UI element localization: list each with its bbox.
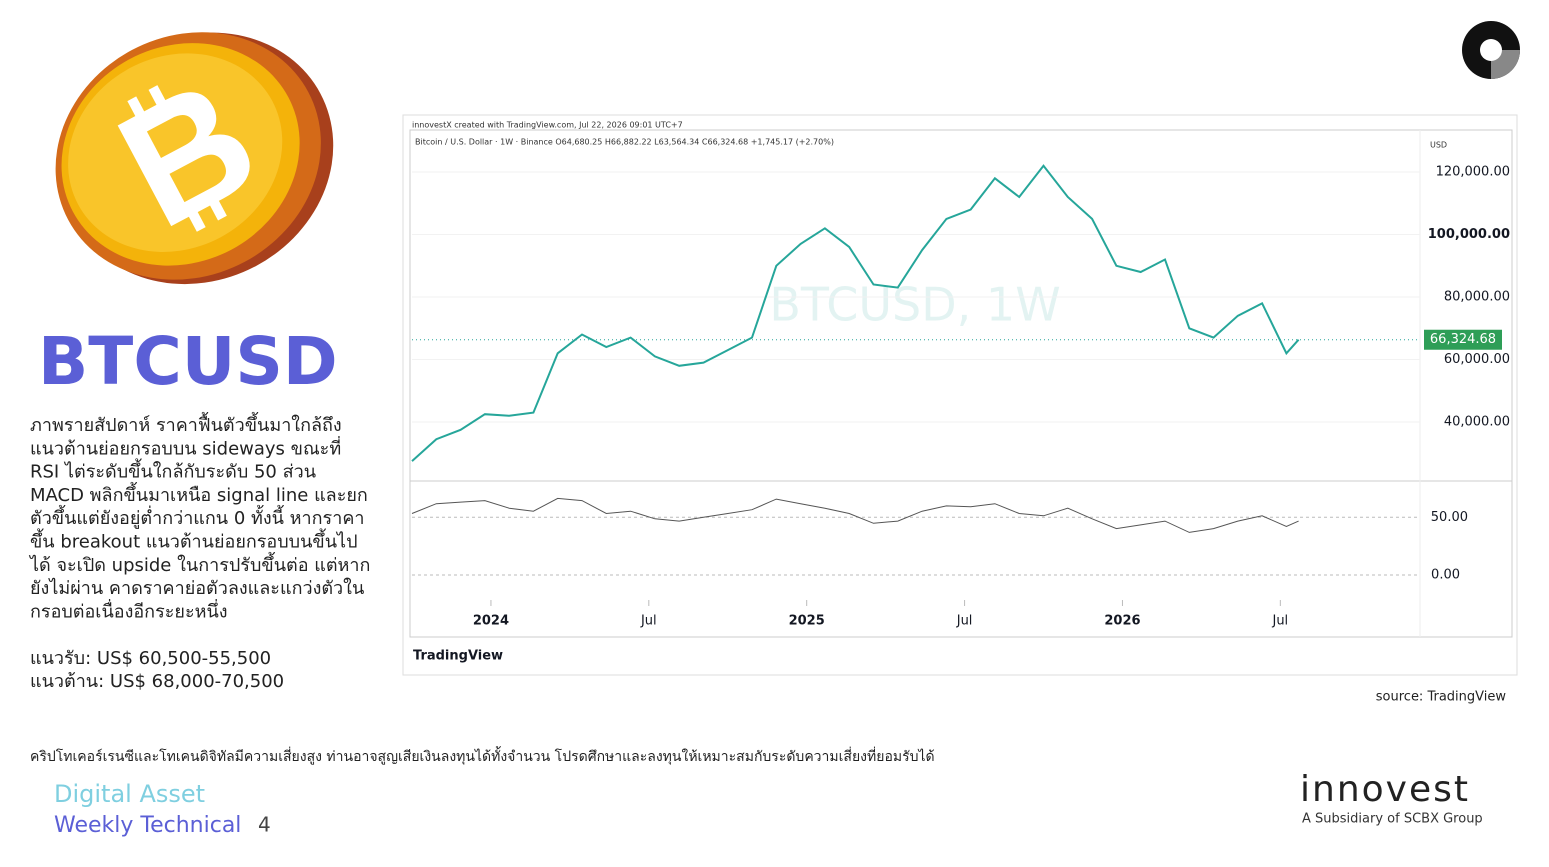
paragraph-line: ขึ้น breakout แนวต้านย่อยกรอบบนขึ้นไป (30, 529, 358, 553)
resistance: แนวต้าน: US$ 68,000-70,500 (30, 671, 284, 692)
support: แนวรับ: US$ 60,500-55,500 (30, 648, 271, 669)
y-tick-label: 40,000.00 (1444, 415, 1510, 430)
x-tick-label: Jul (1271, 614, 1288, 629)
brand: innovest (1300, 769, 1470, 810)
last-price-label: 66,324.68 (1430, 332, 1496, 347)
footer-line-1: Digital Asset (54, 780, 205, 808)
x-tick-label: Jul (640, 614, 657, 629)
y-tick-label: 100,000.00 (1428, 227, 1510, 242)
paragraph-line: MACD พลิกขึ้นมาเหนือ signal line และยก (30, 482, 368, 506)
y-tick-label: 60,000.00 (1444, 352, 1510, 367)
paragraph-line: กรอบต่อเนื่องอีกระยะหนึ่ง (30, 598, 228, 622)
x-tick-label: 2026 (1104, 614, 1140, 629)
plot-border (409, 129, 1513, 638)
chart-frame (402, 114, 1518, 676)
last-price-box (1424, 329, 1502, 350)
unit: USD (1430, 141, 1447, 150)
brand-subtitle: A Subsidiary of SCBX Group (1302, 812, 1483, 827)
x-tick-label: Jul (956, 614, 973, 629)
x-tick-label: 2024 (473, 614, 509, 629)
paragraph-line: ภาพรายสัปดาห์ ราคาฟื้นตัวขึ้นมาใกล้ถึง (30, 412, 342, 436)
y-tick-label: 120,000.00 (1436, 165, 1510, 180)
y-tick-label: 80,000.00 (1444, 290, 1510, 305)
paragraph-line: ได้ จะเปิด upside ในการปรับขึ้นต่อ แต่หา… (28, 552, 370, 576)
bitcoin-coin (55, 32, 334, 285)
page-number: 4 (258, 813, 271, 837)
rsi-tick-label: 50.00 (1431, 510, 1468, 525)
chart-credit: innovestX created with TradingView.com, … (412, 121, 683, 130)
chart-symbol: Bitcoin / U.S. Dollar · 1W · Binance O64… (415, 138, 834, 147)
paragraph-line: แนวต้านย่อยกรอบบน sideways ขณะที่ (30, 435, 341, 459)
paragraph-line: ตัวขึ้นแต่ยังอยู่ต่ำกว่าแกน 0 ทั้งนี้ หา… (30, 505, 364, 529)
footer-line-2: Weekly Technical (54, 813, 241, 838)
macd-tick-label: 0.00 (1431, 568, 1460, 583)
tradingview-logo: TradingView (413, 649, 503, 664)
x-tick-label: 2025 (789, 614, 825, 629)
watermark: BTCUSD, 1W (769, 278, 1060, 332)
rsi-line (411, 497, 1299, 533)
paragraph-line: ยังไม่ผ่าน คาดราคาย่อตัวลงและแกว่งตัวใน (30, 577, 364, 599)
disclaimer: คริปโทเคอร์เรนซีและโทเคนดิจิทัลมีความเสี… (30, 746, 935, 765)
slide-title: BTCUSD (38, 323, 338, 400)
corner-logo (1462, 21, 1520, 79)
price-line (411, 164, 1300, 462)
source: source: TradingView (1376, 690, 1507, 705)
paragraph-line: RSI ไต่ระดับขึ้นใกล้กับระดับ 50 ส่วน (30, 459, 316, 483)
